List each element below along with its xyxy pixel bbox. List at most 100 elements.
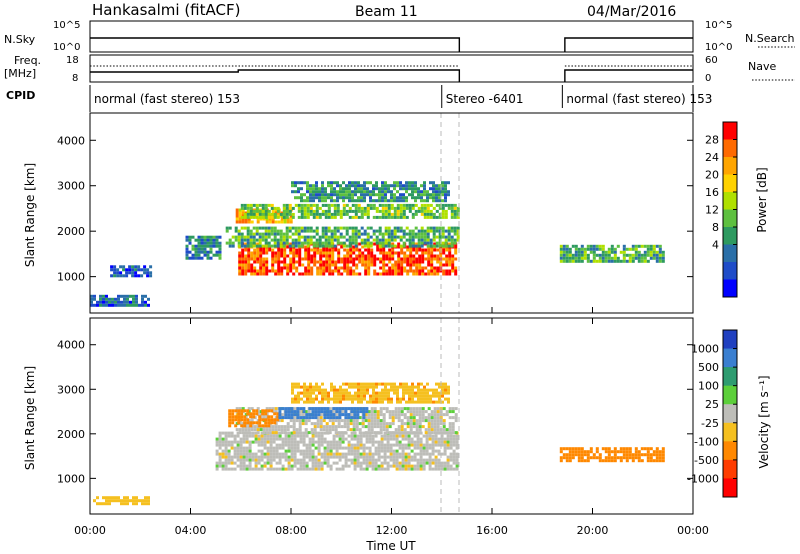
heatmap-cell xyxy=(310,266,314,270)
heatmap-cell xyxy=(302,458,306,462)
heatmap-cell xyxy=(291,181,294,185)
heatmap-cell xyxy=(586,256,590,260)
heatmap-cell xyxy=(416,446,420,450)
heatmap-cell xyxy=(371,452,375,456)
heatmap-cell xyxy=(259,254,263,258)
heatmap-cell xyxy=(319,428,323,432)
heatmap-cell xyxy=(138,499,141,503)
heatmap-cell xyxy=(346,272,350,276)
heatmap-cell xyxy=(397,266,401,270)
heatmap-cell xyxy=(286,266,290,270)
heatmap-cell xyxy=(280,431,284,435)
heatmap-cell xyxy=(270,238,274,242)
heatmap-cell xyxy=(248,440,252,444)
heatmap-cell xyxy=(375,400,378,404)
heatmap-cell xyxy=(243,226,247,230)
heatmap-cell xyxy=(423,235,427,239)
heatmap-cell xyxy=(622,450,626,454)
heatmap-cell xyxy=(123,502,126,506)
heatmap-cell xyxy=(384,226,388,230)
heatmap-cell xyxy=(345,203,349,207)
heatmap-cell xyxy=(265,272,269,276)
heatmap-cell xyxy=(386,437,390,441)
heatmap-cell xyxy=(290,416,294,420)
heatmap-cell xyxy=(341,467,345,471)
heatmap-cell xyxy=(111,496,114,500)
heatmap-cell xyxy=(227,434,231,438)
heatmap-cell xyxy=(237,238,241,242)
heatmap-cell xyxy=(319,251,323,255)
heatmap-cell xyxy=(253,416,257,420)
heatmap-cell xyxy=(436,413,440,417)
heatmap-cell xyxy=(432,184,435,188)
heatmap-cell xyxy=(445,254,449,258)
heatmap-cell xyxy=(378,244,382,248)
heatmap-cell xyxy=(387,244,391,248)
heatmap-cell xyxy=(577,459,581,463)
heatmap-cell xyxy=(452,443,456,447)
heatmap-cell xyxy=(353,434,357,438)
heatmap-cell xyxy=(375,394,378,398)
heatmap-cell xyxy=(317,452,321,456)
heatmap-cell xyxy=(200,247,204,251)
heatmap-cell xyxy=(406,419,410,423)
heatmap-cell xyxy=(571,456,575,460)
heatmap-cell xyxy=(262,217,266,221)
heatmap-cell xyxy=(321,235,325,239)
heatmap-cell xyxy=(125,268,129,272)
heatmap-cell xyxy=(373,272,377,276)
heatmap-cell xyxy=(451,425,455,429)
heatmap-cell xyxy=(315,385,318,389)
heatmap-cell xyxy=(426,232,430,236)
heatmap-cell xyxy=(352,269,356,273)
heatmap-cell xyxy=(417,238,421,242)
heatmap-cell xyxy=(652,453,656,457)
heatmap-cell xyxy=(227,449,231,453)
heatmap-cell xyxy=(310,257,314,261)
heatmap-cell xyxy=(380,464,384,468)
heatmap-cell xyxy=(389,449,393,453)
heatmap-cell xyxy=(439,422,443,426)
heatmap-cell xyxy=(354,397,357,401)
heatmap-cell xyxy=(249,412,253,416)
heatmap-cell xyxy=(248,434,252,438)
heatmap-cell xyxy=(256,431,260,435)
heatmap-cell xyxy=(376,431,380,435)
heatmap-cell xyxy=(376,419,380,423)
heatmap-cell xyxy=(568,450,572,454)
heatmap-cell xyxy=(427,263,431,267)
heatmap-cell xyxy=(571,259,575,263)
heatmap-cell xyxy=(378,193,381,197)
heatmap-cell xyxy=(244,260,248,264)
heatmap-cell xyxy=(286,272,290,276)
heatmap-cell xyxy=(358,257,362,261)
x-tick-label: 00:00 xyxy=(74,524,106,537)
heatmap-cell xyxy=(643,256,647,260)
heatmap-cell xyxy=(352,428,356,432)
heatmap-cell xyxy=(380,461,384,465)
heatmap-cell xyxy=(613,247,617,251)
heatmap-cell xyxy=(327,229,331,233)
heatmap-cell xyxy=(117,294,120,298)
heatmap-cell xyxy=(318,193,321,197)
heatmap-cell xyxy=(251,458,255,462)
heatmap-cell xyxy=(218,464,222,468)
heatmap-cell xyxy=(297,181,300,185)
heatmap-cell xyxy=(431,446,435,450)
heatmap-cell xyxy=(423,193,426,197)
heatmap-cell xyxy=(622,456,626,460)
heatmap-cell xyxy=(250,257,254,261)
heatmap-cell xyxy=(270,226,274,230)
heatmap-cell xyxy=(378,241,382,245)
heatmap-cell xyxy=(392,449,396,453)
heatmap-cell xyxy=(322,263,326,267)
heatmap-cell xyxy=(284,413,288,417)
heatmap-cell xyxy=(344,407,348,411)
heatmap-cell xyxy=(661,456,665,460)
heatmap-cell xyxy=(295,419,299,423)
heatmap-cell xyxy=(401,455,405,459)
heatmap-cell xyxy=(421,413,425,417)
heatmap-cell xyxy=(417,241,421,245)
heatmap-cell xyxy=(411,388,414,392)
